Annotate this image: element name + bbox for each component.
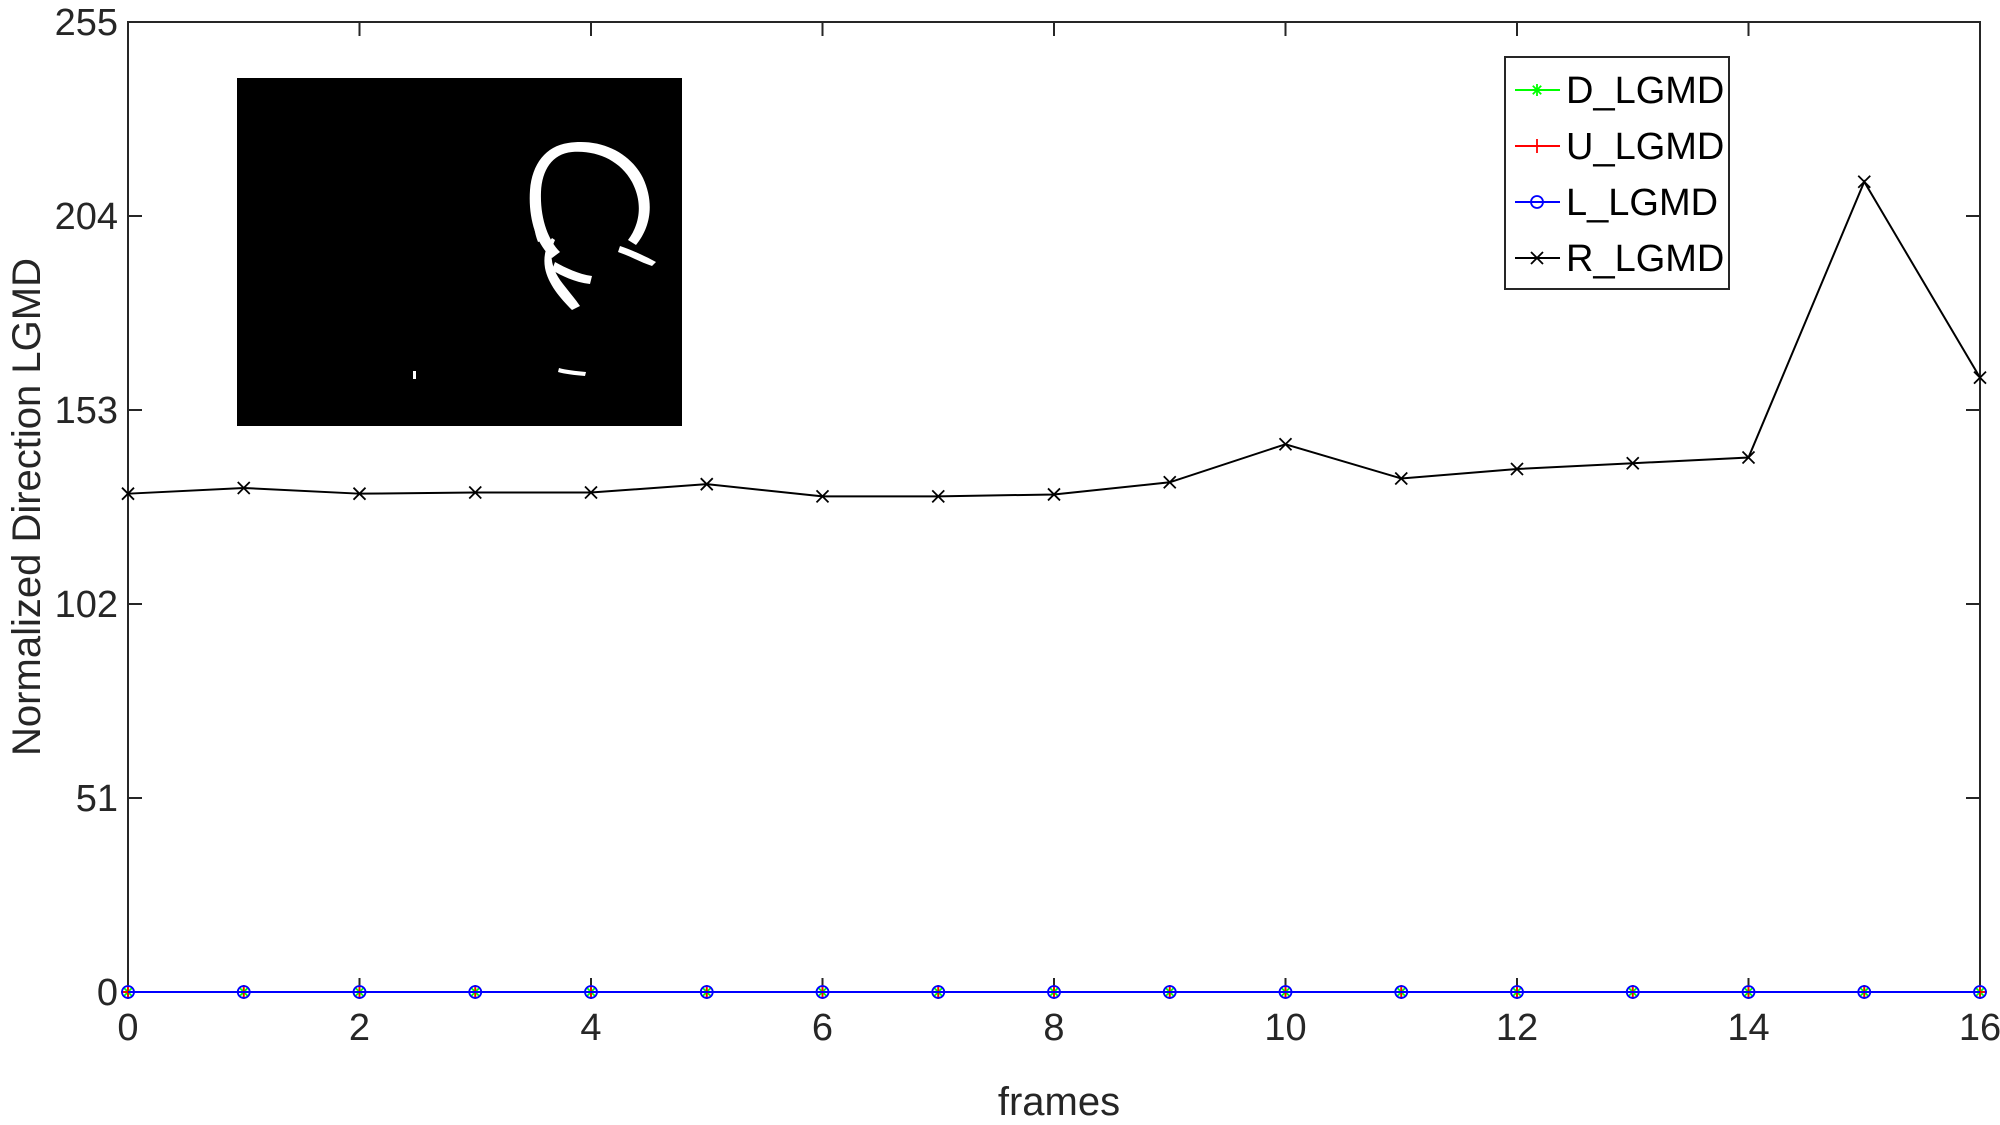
data-point-r-lgmd: [1278, 437, 1293, 451]
x-tick-label: 10: [1264, 1007, 1306, 1049]
legend-item-l-lgmd: L_LGMD: [1515, 182, 1718, 224]
legend-item-r-lgmd: R_LGMD: [1515, 238, 1724, 280]
legend-label: R_LGMD: [1566, 238, 1724, 280]
data-point-r-lgmd: [700, 477, 714, 491]
y-axis-label: Normalized Direction LGMD: [5, 258, 49, 756]
data-point-l-lgmd: [931, 985, 946, 999]
data-point-r-lgmd: [352, 487, 367, 501]
x-tick-label: 4: [580, 1007, 601, 1049]
x-tick-label: 12: [1496, 1007, 1538, 1049]
x-tick-label: 8: [1043, 1007, 1064, 1049]
data-point-l-lgmd: [584, 985, 598, 999]
data-point-r-lgmd: [121, 487, 135, 501]
data-point-r-lgmd: [468, 485, 482, 500]
data-point-r-lgmd: [1510, 462, 1524, 476]
legend-marker: [1530, 251, 1544, 265]
legend-label: D_LGMD: [1566, 70, 1724, 112]
data-point-r-lgmd: [1857, 175, 1871, 189]
data-point-r-lgmd: [237, 481, 251, 495]
x-tick-label: 14: [1727, 1007, 1769, 1049]
data-point-l-lgmd: [699, 985, 714, 999]
data-point-l-lgmd: [1625, 985, 1640, 999]
x-tick-label: 6: [812, 1007, 833, 1049]
data-point-l-lgmd: [1047, 985, 1061, 999]
data-point-l-lgmd: [236, 985, 251, 999]
legend-label: U_LGMD: [1566, 126, 1724, 168]
data-point-r-lgmd: [1973, 371, 1987, 385]
x-axis-label: frames: [998, 1080, 1120, 1124]
y-tick-label: 0: [97, 972, 118, 1014]
data-point-l-lgmd: [121, 985, 135, 999]
data-point-l-lgmd: [1857, 985, 1872, 999]
data-point-l-lgmd: [815, 985, 830, 999]
series-layer: [121, 175, 1987, 999]
inset-frame-image: [237, 78, 682, 426]
series-l-lgmd: [121, 985, 1987, 999]
data-point-l-lgmd: [1510, 985, 1524, 999]
x-tick-label: 16: [1959, 1007, 2000, 1049]
y-tick-label: 51: [76, 778, 118, 820]
legend-marker: [1530, 139, 1544, 153]
data-point-r-lgmd: [584, 485, 598, 500]
x-tick-label: 0: [117, 1007, 138, 1049]
data-point-r-lgmd: [1626, 456, 1640, 470]
data-point-l-lgmd: [1973, 985, 1987, 999]
legend-item-u-lgmd: U_LGMD: [1515, 126, 1724, 168]
y-tick-label: 153: [55, 390, 118, 432]
data-point-r-lgmd: [1047, 487, 1061, 502]
legend-box: [1504, 56, 1730, 290]
y-tick-label: 204: [55, 196, 118, 238]
legend-marker: [1530, 195, 1544, 209]
x-tick-label: 2: [349, 1007, 370, 1049]
data-point-r-lgmd: [815, 489, 830, 503]
data-point-l-lgmd: [1394, 985, 1409, 999]
data-point-r-lgmd: [1394, 471, 1408, 486]
data-point-l-lgmd: [1162, 985, 1177, 999]
legend-item-d-lgmd: D_LGMD: [1515, 70, 1724, 112]
data-point-r-lgmd: [1741, 450, 1756, 465]
legend: D_LGMD U_LGMD L_LGMD R_LGMD: [1504, 56, 1730, 290]
legend-marker: [1531, 84, 1543, 96]
data-point-r-lgmd: [1163, 475, 1177, 489]
y-tick-label: 102: [55, 584, 118, 626]
data-point-r-lgmd: [931, 489, 945, 503]
data-point-l-lgmd: [468, 985, 483, 999]
legend-label: L_LGMD: [1566, 182, 1718, 224]
y-tick-label: 255: [55, 2, 118, 44]
data-point-l-lgmd: [1741, 985, 1756, 999]
series-r-lgmd: [121, 175, 1987, 503]
data-point-l-lgmd: [1278, 985, 1293, 999]
data-point-l-lgmd: [352, 985, 367, 999]
